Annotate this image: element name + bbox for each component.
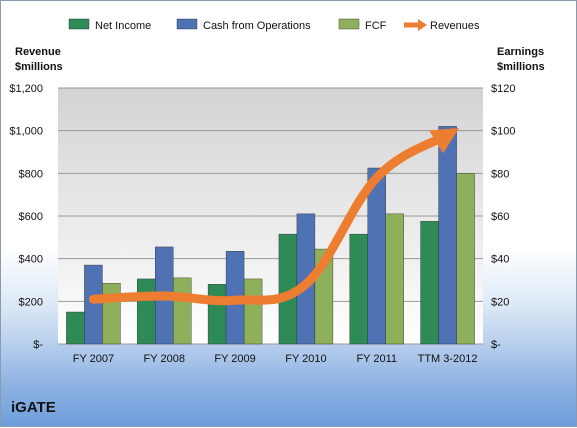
right-y-tick-label: $120 [491, 83, 515, 95]
left-y-tick-label: $400 [19, 254, 43, 266]
right-y-tick-label: $- [491, 339, 501, 351]
x-tick-label: FY 2011 [356, 353, 397, 365]
company-label: iGATE [11, 399, 56, 416]
right-y-tick-label: $80 [491, 168, 509, 180]
bar-net-income [207, 284, 227, 345]
bar-cash-from-operations [438, 126, 457, 345]
right-axis-title: Earnings $millions [497, 46, 545, 73]
bar-fcf [456, 173, 475, 345]
left-y-tick-label: $800 [19, 168, 43, 180]
revenue-line [88, 127, 460, 306]
legend-label-revenues: Revenues [430, 20, 480, 32]
x-tick-label: FY 2008 [144, 353, 185, 365]
bar-net-income [66, 311, 85, 345]
legend: Net Income Cash from Operations FCF Revenue… [68, 18, 480, 32]
x-tick-label: TTM 3-2012 [418, 353, 478, 365]
right-y-tick-label: $40 [491, 254, 509, 266]
legend-swatch-cash-from-operations [176, 18, 198, 30]
legend-swatch-fcf [338, 18, 360, 30]
left-y-tick-label: $- [33, 339, 43, 351]
bar-fcf [173, 277, 192, 345]
series-line-revenues [88, 127, 460, 306]
right-y-tick-label: $20 [491, 296, 509, 308]
bar-cash-from-operations [367, 167, 386, 345]
x-tick-label: FY 2009 [214, 353, 255, 365]
bar-cash-from-operations [84, 264, 103, 345]
legend-label-net-income: Net Income [95, 20, 151, 32]
legend-label-fcf: FCF [365, 20, 387, 32]
bar-net-income [420, 221, 439, 345]
x-tick-label: FY 2010 [285, 353, 326, 365]
left-y-tick-label: $1,000 [9, 126, 43, 138]
right-y-tick-label: $60 [491, 211, 509, 223]
bar-fcf [385, 213, 404, 345]
bar-fcf [243, 278, 263, 345]
legend-label-cash-from-operations: Cash from Operations [203, 20, 311, 32]
bar-net-income [137, 278, 156, 345]
bar-group [66, 126, 475, 345]
left-axis-title: Revenue $millions [15, 46, 63, 73]
legend-swatch-net-income [68, 18, 90, 30]
bar-fcf [102, 283, 121, 345]
left-y-tick-label: $200 [19, 296, 43, 308]
x-tick-label: FY 2007 [73, 353, 114, 365]
left-y-tick-label: $1,200 [9, 83, 43, 95]
right-y-tick-label: $100 [491, 126, 515, 138]
tick-labels: FY 2007 FY 2008 FY 2009 FY 2010 FY 2011 TTM 3… [9, 83, 515, 365]
legend-arrow-revenues [418, 19, 427, 31]
left-y-tick-label: $600 [19, 211, 43, 223]
bar-net-income [349, 233, 368, 345]
